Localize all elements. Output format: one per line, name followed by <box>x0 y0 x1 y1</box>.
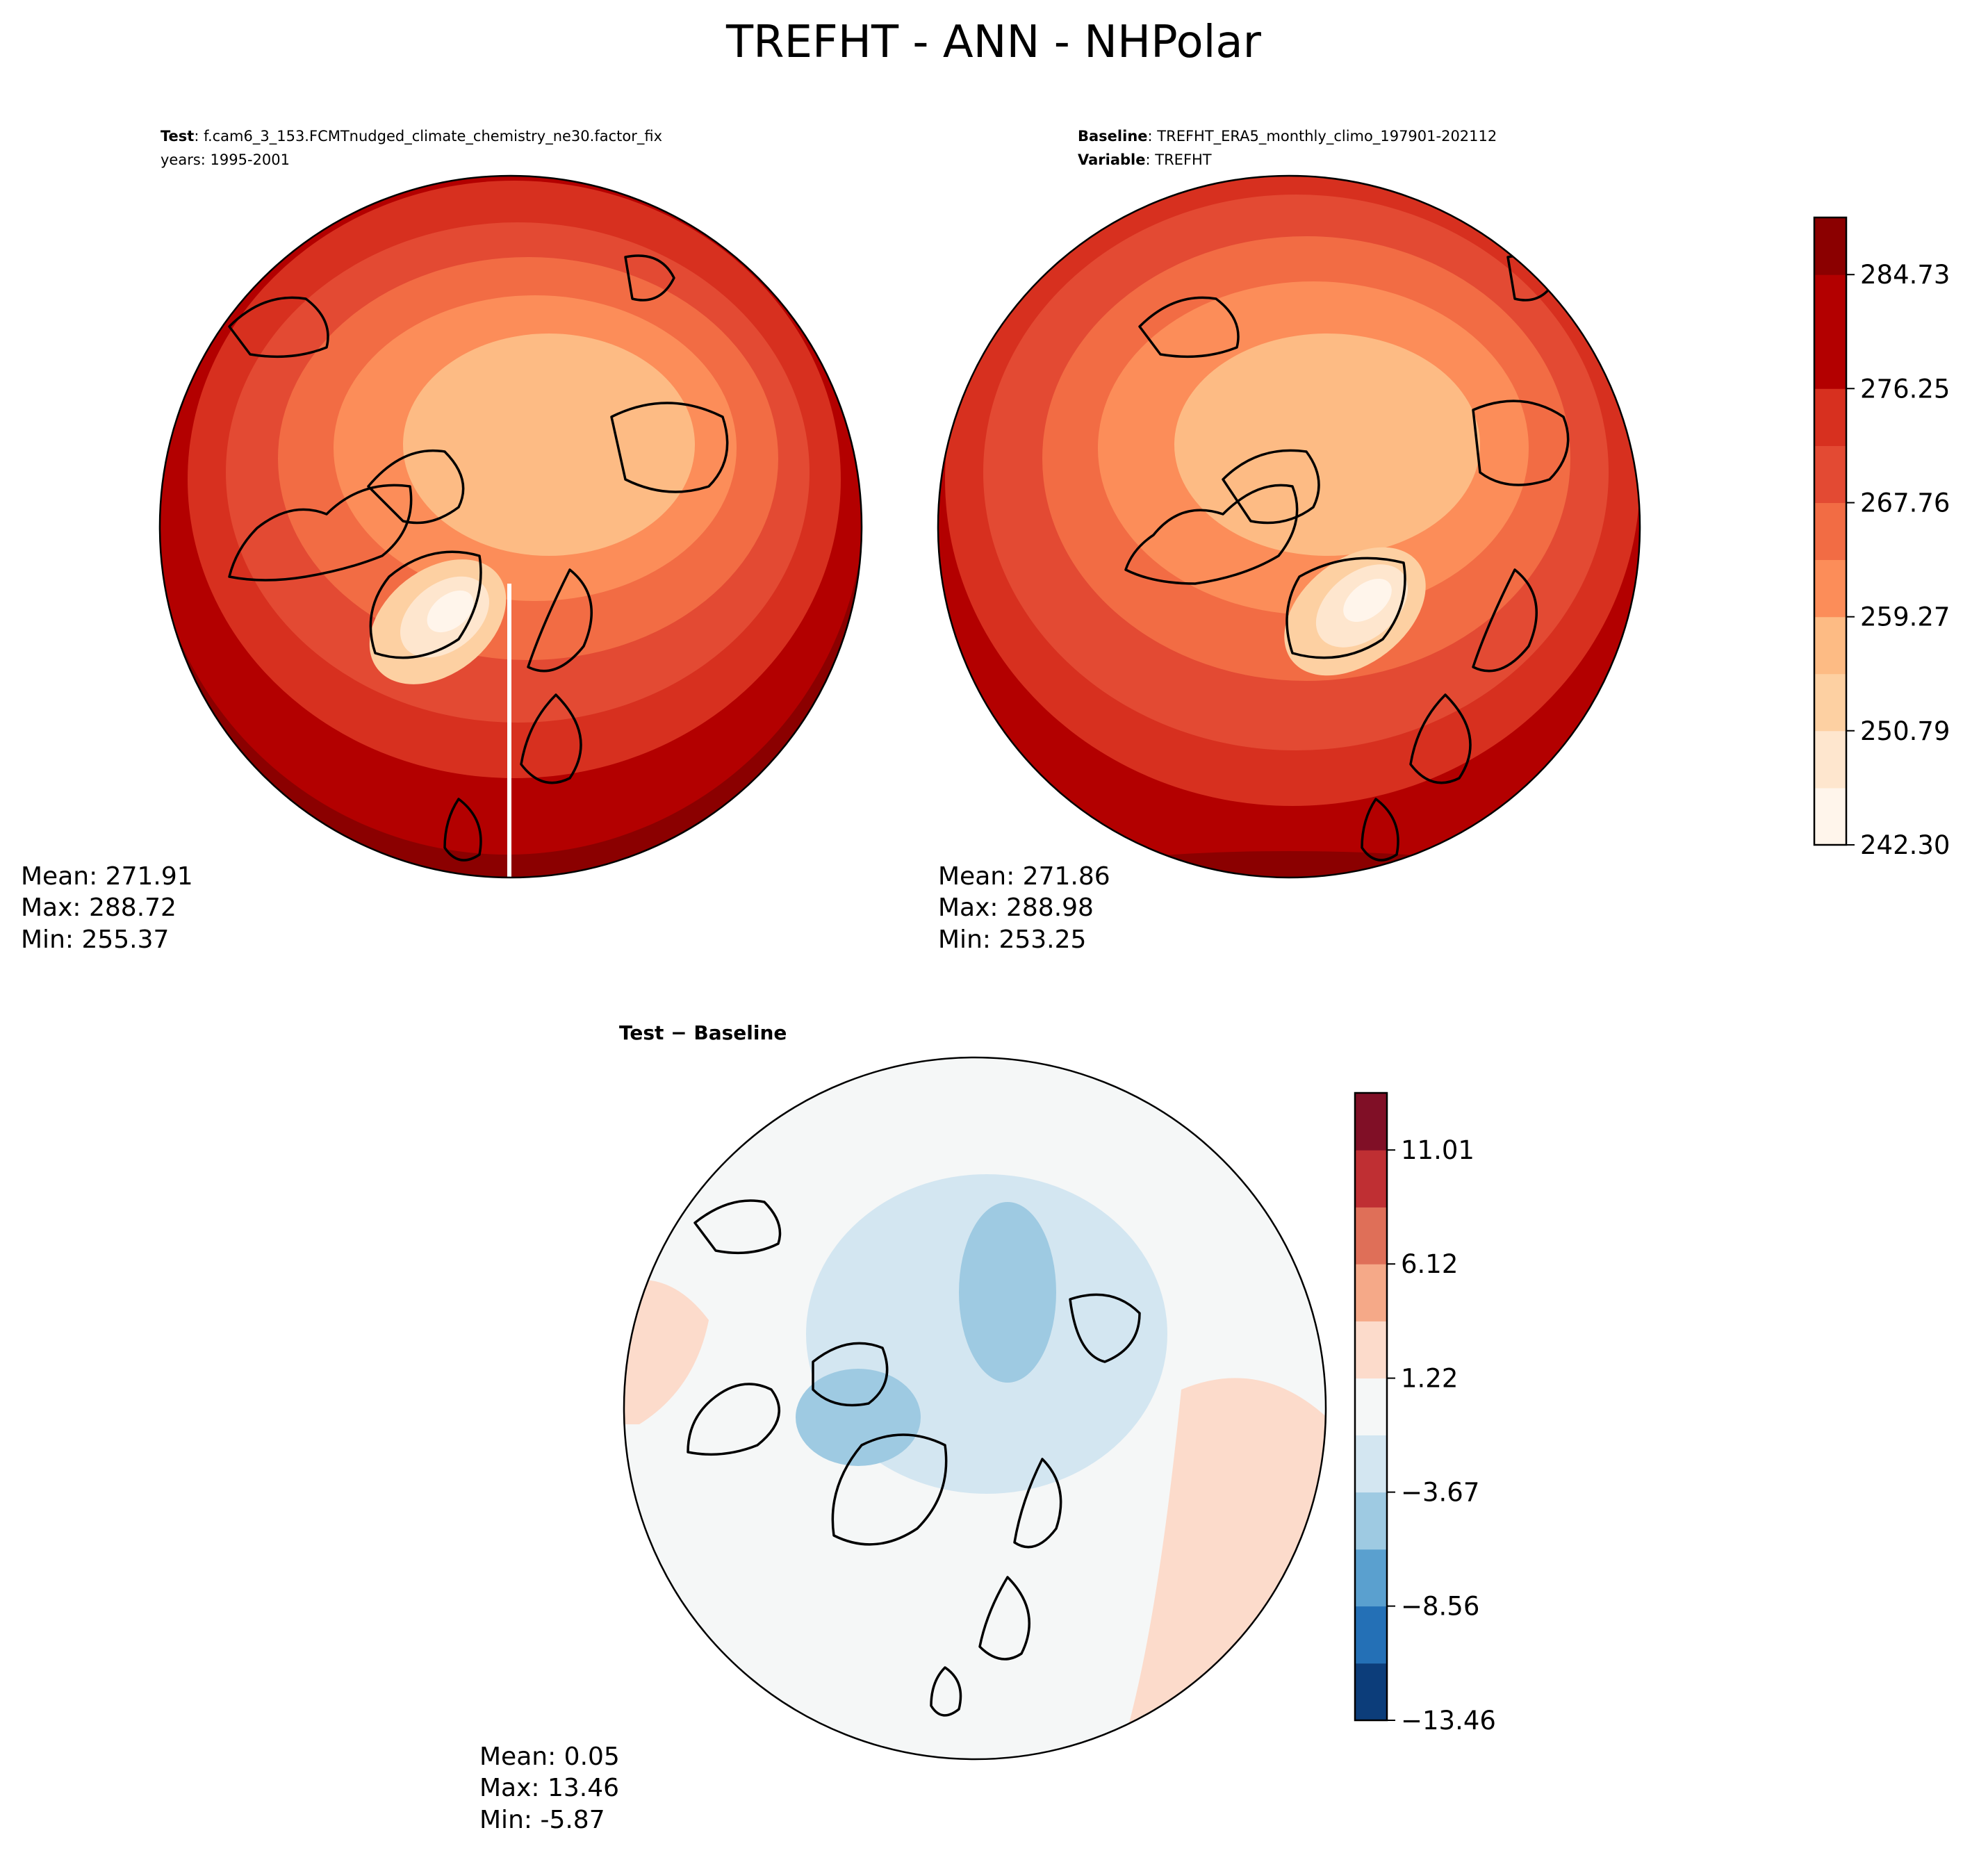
colorbar-diff-tick-label-3: 1.22 <box>1401 1364 1458 1394</box>
colorbar-abs-swatch-2 <box>1814 673 1846 732</box>
test-min: Min: 255.37 <box>21 925 169 954</box>
baseline-min: Min: 253.25 <box>938 925 1086 954</box>
baseline-max: Max: 288.98 <box>938 893 1094 922</box>
baseline-panel-header: Baseline: TREFHT_ERA5_monthly_climo_1979… <box>1078 128 1497 145</box>
colorbar-abs-tick-label-0: 242.30 <box>1860 830 1950 860</box>
colorbar-diff-swatch-9 <box>1355 1150 1387 1208</box>
colorbar-abs-swatch-5 <box>1814 502 1846 561</box>
colorbar-diff-swatch-6 <box>1355 1321 1387 1379</box>
diff-min: Min: -5.87 <box>479 1806 605 1834</box>
baseline-variable-value: TREFHT <box>1154 151 1212 168</box>
diff-mean: Mean: 0.05 <box>479 1743 620 1771</box>
colorbar-abs-tick-label-5: 284.73 <box>1860 260 1950 290</box>
colorbar-diff-swatch-8 <box>1355 1207 1387 1265</box>
test-panel-header: Test: f.cam6_3_153.FCMTnudged_climate_ch… <box>161 128 662 145</box>
figure-title: TREFHT - ANN - NHPolar <box>725 17 1262 68</box>
baseline-map-border <box>937 174 1641 879</box>
baseline-variable-label: Variable <box>1078 151 1145 168</box>
colorbar-abs-swatch-6 <box>1814 445 1846 503</box>
baseline-mean: Mean: 271.86 <box>938 862 1110 891</box>
colorbar-abs-swatch-3 <box>1814 616 1846 675</box>
colorbar-abs: 242.30 250.79 259.27 267.76 276.25 284.73 <box>1813 216 1950 860</box>
colorbar-diff-swatch-5 <box>1355 1378 1387 1435</box>
colorbar-diff-tick-label-1: −8.56 <box>1401 1592 1479 1622</box>
colorbar-abs-swatch-1 <box>1814 730 1846 789</box>
colorbar-diff-tick-label-2: −3.67 <box>1401 1478 1479 1508</box>
test-panel: Test: f.cam6_3_153.FCMTnudged_climate_ch… <box>21 128 863 954</box>
diff-band-cool-3 <box>796 1369 921 1466</box>
baseline-greenland-3 <box>1343 578 1392 623</box>
colorbar-abs-border <box>1813 216 1848 846</box>
colorbar-diff-swatch-4 <box>1355 1435 1387 1493</box>
test-coastlines <box>228 254 729 862</box>
colorbar-diff-border <box>1354 1092 1388 1722</box>
colorbar-abs-tick-label-1: 250.79 <box>1860 716 1950 746</box>
baseline-panel-variable: Variable: TREFHT <box>1078 151 1212 168</box>
colorbar-diff-tick-label-4: 6.12 <box>1401 1249 1458 1279</box>
colorbar-abs-tick-label-3: 267.76 <box>1860 488 1950 518</box>
colorbar-diff-swatch-0 <box>1355 1663 1387 1721</box>
test-map <box>160 176 862 878</box>
colorbar-diff-swatch-7 <box>1355 1264 1387 1321</box>
test-panel-years: years: 1995-2001 <box>161 151 290 168</box>
test-header-value: f.cam6_3_153.FCMTnudged_climate_chemistr… <box>204 128 662 145</box>
colorbar-diff-tick-label-0: −13.46 <box>1401 1706 1496 1736</box>
diff-map <box>624 1057 1326 1759</box>
baseline-header-value: TREFHT_ERA5_monthly_climo_197901-202112 <box>1156 128 1497 145</box>
colorbar-abs-swatch-4 <box>1814 559 1846 618</box>
diff-panel: Test − Baseline Mean: 0.05 Max: 13.46 Mi… <box>479 1021 1327 1834</box>
baseline-band-5 <box>1174 333 1480 556</box>
colorbar-abs-swatch-8 <box>1814 331 1846 389</box>
colorbar-diff-tick-label-5: 11.01 <box>1401 1135 1474 1165</box>
colorbar-abs-swatch-0 <box>1814 787 1846 846</box>
test-map-border <box>158 174 863 879</box>
colorbar-abs-swatch-10 <box>1814 217 1846 275</box>
diff-map-border <box>623 1056 1327 1761</box>
test-greenland-3 <box>427 590 474 633</box>
colorbar-diff-swatch-3 <box>1355 1492 1387 1550</box>
test-header-label: Test <box>161 128 194 145</box>
colorbar-abs-tick-label-2: 259.27 <box>1860 602 1950 632</box>
colorbar-abs-swatch-9 <box>1814 274 1846 332</box>
baseline-panel: Baseline: TREFHT_ERA5_monthly_climo_1979… <box>937 128 1641 954</box>
colorbar-abs-tick-label-4: 276.25 <box>1860 374 1950 404</box>
diff-panel-header: Test − Baseline <box>619 1021 787 1044</box>
baseline-header-label: Baseline <box>1078 128 1148 145</box>
test-band-6 <box>403 333 695 556</box>
test-mean: Mean: 271.91 <box>21 862 193 891</box>
colorbar-diff-swatch-10 <box>1355 1093 1387 1151</box>
colorbar-abs-swatch-7 <box>1814 388 1846 446</box>
colorbar-diff: −13.46 −8.56 −3.67 1.22 6.12 11.01 <box>1354 1092 1496 1736</box>
test-max: Max: 288.72 <box>21 893 176 922</box>
colorbar-diff-swatch-1 <box>1355 1606 1387 1664</box>
colorbar-diff-swatch-2 <box>1355 1549 1387 1607</box>
baseline-map <box>938 176 1640 878</box>
diff-coastlines <box>687 1199 1141 1717</box>
diff-max: Max: 13.46 <box>479 1774 619 1802</box>
diff-band-cool-2 <box>959 1202 1056 1383</box>
